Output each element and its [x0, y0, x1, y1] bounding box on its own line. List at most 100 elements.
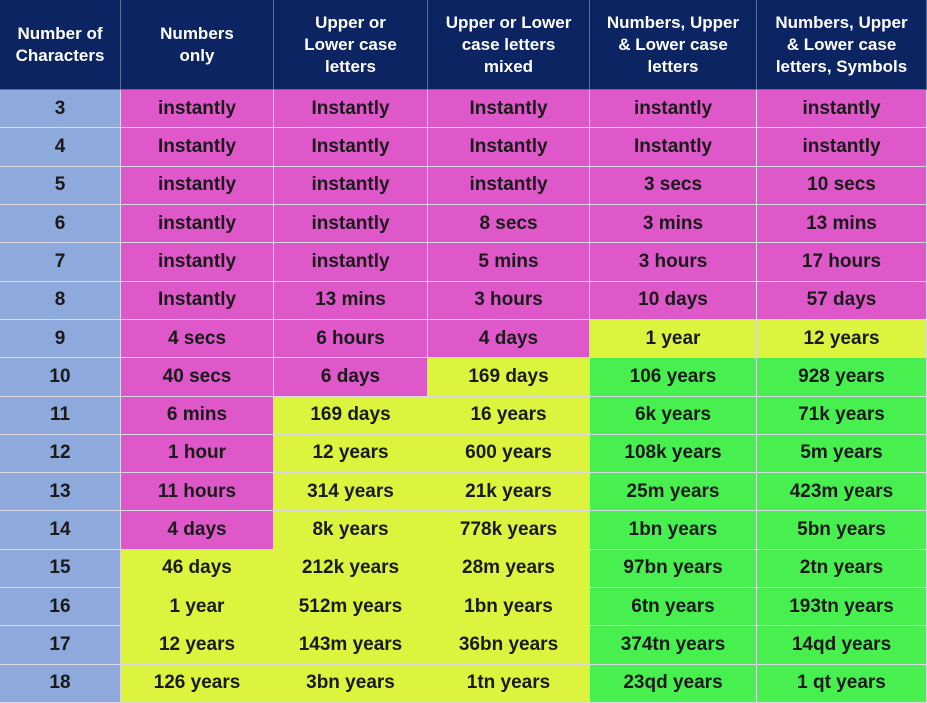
table-cell: 8k years: [274, 511, 428, 550]
table-cell: 143m years: [274, 626, 428, 665]
table-cell: 10 days: [590, 281, 757, 320]
table-cell: 12 years: [757, 319, 927, 359]
header-cell: Number of Characters: [0, 0, 121, 90]
table-cell: instantly: [274, 243, 428, 282]
table-cell: 57 days: [757, 281, 927, 320]
table-cell: 1 qt years: [757, 664, 927, 703]
table-cell: instantly: [121, 204, 274, 244]
table-cell: Instantly: [428, 90, 590, 129]
table-cell: instantly: [757, 128, 927, 167]
table-cell: 6 mins: [121, 396, 274, 435]
table-cell: 512m years: [274, 588, 428, 627]
table-cell: 1bn years: [428, 588, 590, 627]
table-cell: 314 years: [274, 473, 428, 512]
header-cell: Upper or Lower case letters mixed: [428, 0, 590, 90]
table-cell: instantly: [121, 90, 274, 129]
row-label: 6: [0, 204, 121, 244]
table-cell: Instantly: [121, 281, 274, 320]
row-label: 16: [0, 588, 121, 627]
row-label: 3: [0, 90, 121, 129]
table-cell: 423m years: [757, 473, 927, 512]
table-cell: 600 years: [428, 434, 590, 474]
table-cell: 3 hours: [428, 281, 590, 320]
table-cell: Instantly: [428, 128, 590, 167]
table-cell: instantly: [121, 166, 274, 205]
table-cell: 23qd years: [590, 664, 757, 703]
table-cell: Instantly: [121, 128, 274, 167]
table-cell: 108k years: [590, 434, 757, 474]
row-label: 17: [0, 626, 121, 665]
row-label: 4: [0, 128, 121, 167]
table-cell: 13 mins: [274, 281, 428, 320]
table-cell: 3 secs: [590, 166, 757, 205]
header-cell: Numbers only: [121, 0, 274, 90]
table-cell: 97bn years: [590, 549, 757, 589]
table-cell: 46 days: [121, 549, 274, 589]
table-cell: Instantly: [274, 128, 428, 167]
table-cell: 928 years: [757, 358, 927, 397]
table-cell: Instantly: [590, 128, 757, 167]
table-cell: 126 years: [121, 664, 274, 703]
table-cell: 6k years: [590, 396, 757, 435]
table-cell: 14qd years: [757, 626, 927, 665]
table-cell: 16 years: [428, 396, 590, 435]
table-cell: 4 secs: [121, 319, 274, 359]
table-cell: instantly: [274, 166, 428, 205]
table-cell: instantly: [428, 166, 590, 205]
table-cell: 212k years: [274, 549, 428, 589]
row-label: 11: [0, 396, 121, 435]
table-cell: 10 secs: [757, 166, 927, 205]
table-cell: 21k years: [428, 473, 590, 512]
table-cell: 2tn years: [757, 549, 927, 589]
row-label: 8: [0, 281, 121, 320]
table-cell: instantly: [121, 243, 274, 282]
row-label: 10: [0, 358, 121, 397]
header-cell: Upper or Lower case letters: [274, 0, 428, 90]
table-cell: 71k years: [757, 396, 927, 435]
table-cell: 5 mins: [428, 243, 590, 282]
table-cell: 3bn years: [274, 664, 428, 703]
table-cell: 169 days: [274, 396, 428, 435]
table-cell: 778k years: [428, 511, 590, 550]
table-cell: 3 hours: [590, 243, 757, 282]
table-cell: 25m years: [590, 473, 757, 512]
table-cell: 1 year: [590, 319, 757, 359]
table-cell: 40 secs: [121, 358, 274, 397]
table-cell: Instantly: [274, 90, 428, 129]
table-cell: 12 years: [121, 626, 274, 665]
table-cell: 374tn years: [590, 626, 757, 665]
table-cell: 6 days: [274, 358, 428, 397]
table-cell: instantly: [757, 90, 927, 129]
table-cell: 193tn years: [757, 588, 927, 627]
table-cell: 17 hours: [757, 243, 927, 282]
row-label: 18: [0, 664, 121, 703]
table-cell: instantly: [274, 204, 428, 244]
table-cell: instantly: [590, 90, 757, 129]
row-label: 9: [0, 319, 121, 359]
table-cell: 12 years: [274, 434, 428, 474]
table-cell: 169 days: [428, 358, 590, 397]
header-cell: Numbers, Upper & Lower case letters, Sym…: [757, 0, 927, 90]
table-cell: 1bn years: [590, 511, 757, 550]
row-label: 12: [0, 434, 121, 474]
table-cell: 28m years: [428, 549, 590, 589]
table-cell: 6 hours: [274, 319, 428, 359]
table-cell: 8 secs: [428, 204, 590, 244]
table-cell: 6tn years: [590, 588, 757, 627]
table-cell: 106 years: [590, 358, 757, 397]
table-cell: 5m years: [757, 434, 927, 474]
row-label: 14: [0, 511, 121, 550]
table-cell: 4 days: [428, 319, 590, 359]
table-cell: 11 hours: [121, 473, 274, 512]
table-cell: 3 mins: [590, 204, 757, 244]
row-label: 13: [0, 473, 121, 512]
table-cell: 36bn years: [428, 626, 590, 665]
row-label: 7: [0, 243, 121, 282]
table-cell: 1 hour: [121, 434, 274, 474]
row-label: 15: [0, 549, 121, 589]
table-cell: 1 year: [121, 588, 274, 627]
table-cell: 5bn years: [757, 511, 927, 550]
header-cell: Numbers, Upper & Lower case letters: [590, 0, 757, 90]
table-cell: 4 days: [121, 511, 274, 550]
